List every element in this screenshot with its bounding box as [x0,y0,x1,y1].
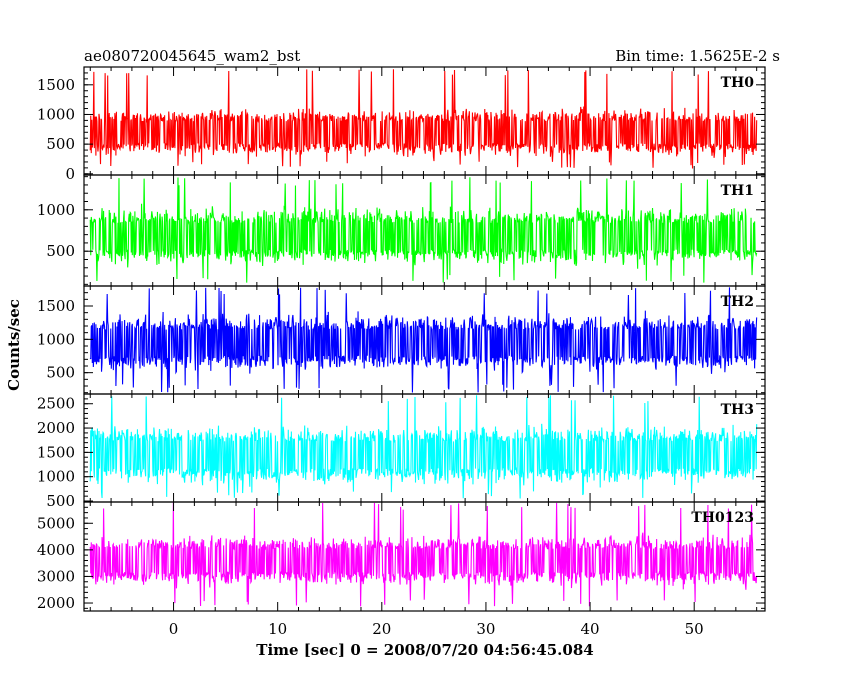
y-tick-label: 0 [65,165,75,183]
panel-label-th3: TH3 [721,402,754,418]
panel-th1: 500 1000 TH1 [37,174,766,287]
y-tick-label: 3000 [37,567,75,585]
y-tick-label: 4000 [37,541,75,559]
panel-label-th1: TH1 [721,183,754,199]
panel-th0: 0 500 1000 1500 TH0 [37,66,766,183]
panel-label-th2: TH2 [721,294,754,310]
y-tick-label: 1500 [37,76,75,94]
y-tick-label: 2000 [37,419,75,437]
panel-th2: 500 1000 1500 TH2 [37,285,766,395]
plot-title: ae080720045645_wam2_bst [84,47,300,65]
x-axis: 0 10 20 30 40 50 [169,620,704,638]
panel-th3: 500 1000 1500 2000 2500 TH3 [37,393,766,510]
x-axis-title: Time [sec] 0 = 2008/07/20 04:56:45.084 [256,641,593,659]
y-tick-label: 1500 [37,443,75,461]
series-th3 [89,395,758,499]
x-tick-label: 30 [476,620,495,638]
y-tick-label: 1000 [37,201,75,219]
y-tick-label: 1000 [37,105,75,123]
y-tick-label: 500 [46,492,75,510]
series-th0123 [89,502,758,607]
bin-time-label: Bin time: 1.5625E-2 s [615,47,780,65]
panel-th0123: 2000 3000 4000 5000 TH0123 [37,501,766,612]
x-tick-label: 40 [581,620,600,638]
y-tick-label: 1000 [37,468,75,486]
y-tick-label: 2000 [37,594,75,612]
x-tick-label: 10 [268,620,287,638]
y-tick-label: 500 [46,364,75,382]
y-tick-label: 500 [46,242,75,260]
y-tick-label: 1500 [37,297,75,315]
y-tick-label: 5000 [37,514,75,532]
x-tick-label: 50 [685,620,704,638]
x-tick-label: 20 [372,620,391,638]
series-th0 [89,69,758,169]
series-th2 [89,287,758,393]
y-tick-label: 2500 [37,395,75,413]
panel-label-th0123: TH0123 [691,510,754,526]
panel-frame [83,501,766,612]
series-th1 [89,177,758,283]
y-axis-title: Counts/sec [5,299,23,391]
y-tick-label: 500 [46,135,75,153]
x-tick-label: 0 [169,620,179,638]
y-tick-label: 1000 [37,330,75,348]
panel-label-th0: TH0 [721,75,755,91]
